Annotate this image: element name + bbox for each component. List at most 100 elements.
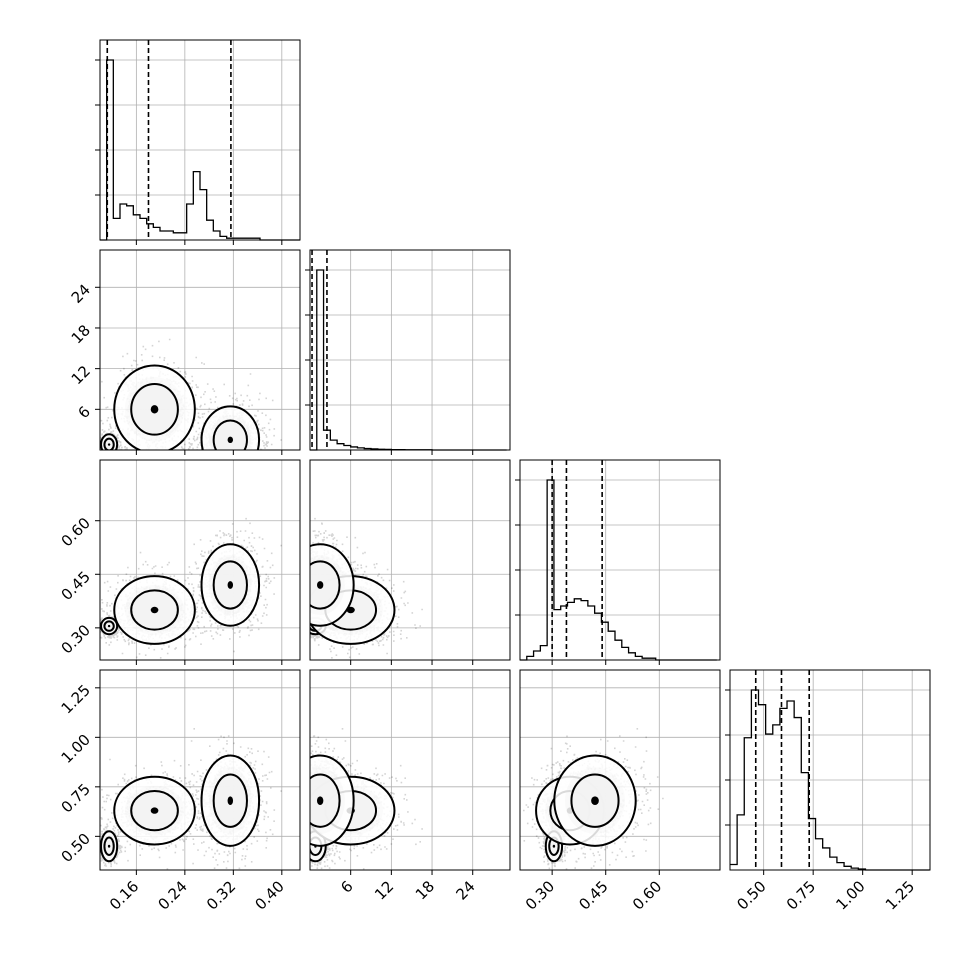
panel-frame	[309, 249, 511, 451]
x-tick-label: 0.30	[522, 877, 558, 913]
contour-fill-inner	[213, 420, 247, 450]
contour-fill-inner	[310, 561, 340, 609]
y-tick-label: 12	[68, 362, 94, 388]
panel-content	[310, 460, 510, 660]
contour-outer	[113, 575, 196, 645]
density-peak-mark	[316, 796, 324, 805]
contour-outer	[200, 543, 261, 627]
density-peak-mark	[150, 807, 159, 814]
histogram-bars	[100, 59, 300, 241]
y-tick-label: 0.60	[58, 514, 94, 550]
contour-inner	[310, 560, 341, 610]
y-tick-label: 0.30	[58, 621, 94, 657]
x-tick-label: 24	[452, 877, 478, 903]
contour-fill-inner	[310, 774, 340, 827]
contour-outer	[100, 433, 119, 450]
panel-3-3	[725, 669, 931, 875]
panel-background	[100, 670, 300, 870]
x-tick-label: 0.24	[155, 877, 191, 913]
panel-2-1	[309, 459, 511, 665]
x-tick-label: 6	[337, 877, 356, 896]
density-peak-mark	[107, 844, 111, 848]
x-tick-label: 0.45	[575, 877, 611, 913]
contour-inner	[212, 773, 248, 828]
panel-frame	[519, 459, 721, 661]
panel-content	[100, 250, 300, 450]
contour-inner	[103, 836, 115, 856]
panel-1-1	[305, 249, 511, 455]
y-tick-label: 1.25	[58, 681, 94, 717]
x-tick-label: 1.00	[832, 877, 868, 913]
y-tick-label: 18	[68, 321, 94, 347]
contour-inner	[103, 620, 115, 632]
contour-outer	[310, 775, 396, 846]
density-peak-mark	[227, 436, 234, 444]
y-tick-label: 6	[75, 403, 94, 422]
x-tick-label: 0.75	[783, 877, 819, 913]
contour-inner	[212, 560, 248, 610]
panel-3-2	[519, 669, 721, 875]
contour-inner	[570, 773, 620, 828]
panel-background	[520, 460, 720, 660]
panel-frame	[99, 459, 301, 661]
contour-inner	[310, 773, 341, 828]
x-tick-label: 0.40	[251, 877, 287, 913]
x-tick-label: 12	[371, 877, 397, 903]
contour-outer	[200, 405, 261, 450]
panel-content	[100, 460, 300, 660]
x-tick-label: 0.32	[203, 877, 239, 913]
contour-inner	[103, 437, 115, 450]
density-peak-mark	[107, 624, 111, 628]
panel-background	[100, 40, 300, 240]
panel-frame	[99, 39, 301, 241]
x-tick-label: 0.50	[733, 877, 769, 913]
panel-frame	[729, 669, 931, 871]
panel-content	[310, 670, 510, 870]
x-tick-label: 1.25	[882, 877, 918, 913]
density-peak-mark	[150, 606, 159, 614]
contour-inner	[130, 789, 179, 832]
panel-3-0	[95, 669, 301, 875]
panel-0-0	[95, 39, 301, 245]
y-tick-label: 0.50	[58, 830, 94, 866]
y-tick-label: 0.45	[58, 568, 94, 604]
panel-content	[520, 670, 720, 870]
y-tick-label: 0.75	[58, 780, 94, 816]
contour-inner	[212, 419, 248, 450]
x-tick-label: 18	[412, 877, 438, 903]
density-peak-mark	[316, 581, 324, 589]
density-peak-mark	[227, 581, 234, 589]
panel-frame	[99, 249, 301, 451]
x-tick-label: 0.60	[629, 877, 665, 913]
density-peak-mark	[150, 405, 159, 414]
contour-outer	[113, 775, 196, 846]
x-tick-label: 0.16	[106, 877, 142, 913]
panel-1-0	[95, 249, 301, 455]
panel-frame	[309, 669, 511, 871]
density-peak-mark	[591, 796, 599, 805]
panel-frame	[309, 459, 511, 661]
contour-outer	[200, 754, 261, 847]
contour-inner	[130, 382, 179, 436]
density-peak-mark	[227, 796, 234, 805]
panel-3-1	[309, 669, 511, 875]
panel-background	[310, 250, 510, 450]
contour-outer	[100, 616, 119, 636]
panel-2-0	[95, 459, 301, 665]
y-tick-label: 24	[68, 281, 94, 307]
contour-inner	[130, 589, 179, 631]
y-tick-label: 1.00	[58, 731, 94, 767]
panel-frame	[519, 669, 721, 871]
contour-outer	[113, 364, 196, 450]
panel-2-2	[515, 459, 721, 665]
contour-outer	[310, 543, 355, 627]
density-peak-mark	[107, 443, 111, 446]
panel-frame	[99, 669, 301, 871]
panel-content	[100, 670, 300, 870]
contour-outer	[310, 754, 355, 847]
contour-outer	[553, 754, 637, 847]
contour-outer	[100, 830, 119, 863]
panel-background	[730, 670, 930, 870]
density-peak-mark	[552, 844, 556, 848]
